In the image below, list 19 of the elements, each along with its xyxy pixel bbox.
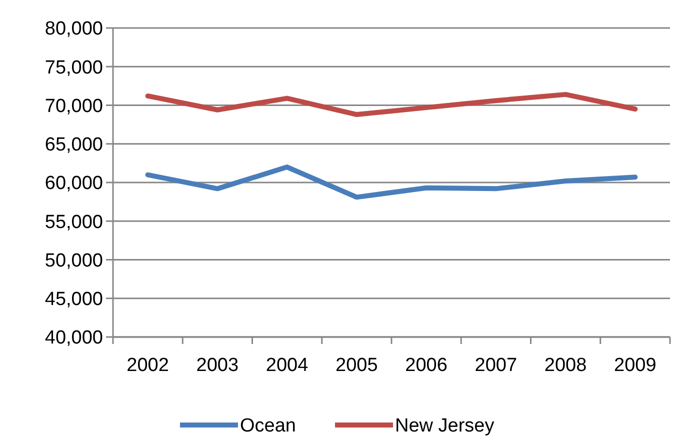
x-tick-label: 2008 (544, 355, 587, 376)
y-tick-label: 45,000 (44, 289, 103, 310)
x-tick-label: 2003 (196, 355, 239, 376)
x-tick-label: 2009 (614, 355, 656, 376)
y-tick-label: 50,000 (44, 250, 103, 272)
legend-label: New Jersey (395, 416, 495, 437)
y-tick-label: 60,000 (44, 173, 103, 194)
y-tick-label: 75,000 (44, 57, 103, 78)
legend-label: Ocean (240, 416, 296, 437)
y-tick-label: 65,000 (44, 134, 103, 156)
x-tick-label: 2007 (474, 355, 518, 376)
y-tick-label: 40,000 (44, 328, 103, 349)
x-tick-label: 2002 (126, 355, 169, 376)
x-tick-label: 2005 (336, 355, 378, 376)
y-tick-label: 80,000 (44, 18, 103, 40)
y-tick-label: 55,000 (44, 212, 103, 233)
x-tick-label: 2004 (266, 355, 309, 376)
y-tick-label: 70,000 (44, 96, 103, 117)
x-tick-label: 2006 (405, 355, 448, 376)
